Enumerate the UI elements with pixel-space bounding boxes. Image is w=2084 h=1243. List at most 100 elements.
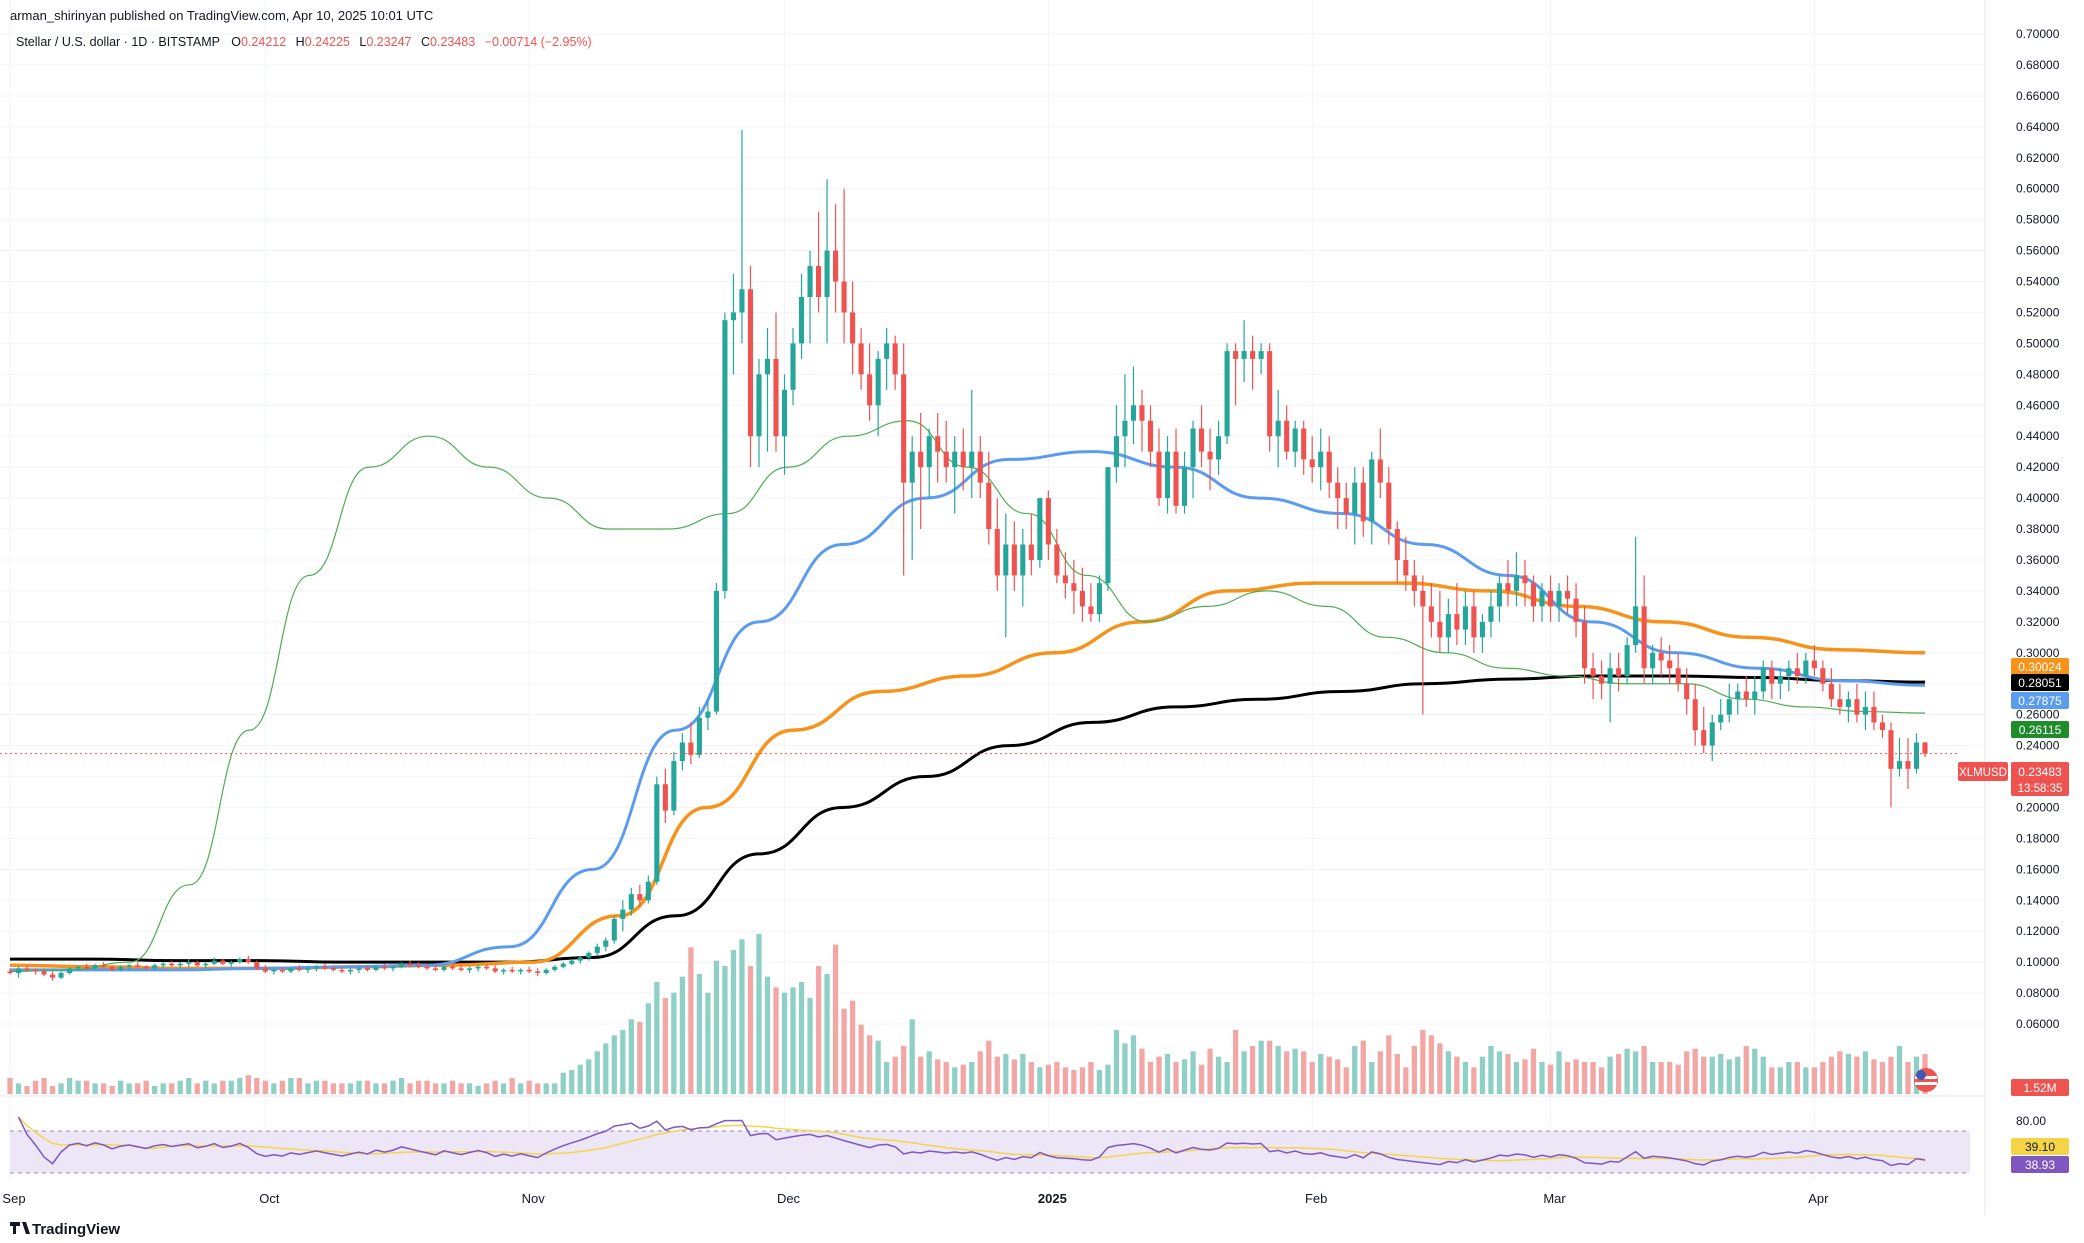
volume-bar	[1190, 1051, 1196, 1094]
volume-bar	[1769, 1067, 1775, 1094]
candle-body	[1394, 529, 1400, 560]
y-tick-label: 0.50000	[2016, 336, 2060, 350]
candle-body	[92, 965, 98, 969]
rsi-pane	[0, 1095, 1985, 1174]
volume-bar	[739, 939, 745, 1094]
candle-body	[1088, 606, 1094, 615]
candle-body	[1505, 583, 1511, 591]
candle-body	[679, 742, 685, 762]
volume-bar	[654, 982, 660, 1094]
volume-bar	[1692, 1048, 1698, 1094]
candle-body	[1318, 451, 1324, 468]
volume-bar	[441, 1083, 447, 1094]
candle-body	[390, 966, 396, 969]
candle-body	[1335, 482, 1341, 499]
volume-bar	[390, 1080, 396, 1094]
candle-body	[1752, 691, 1758, 700]
candle-body	[824, 250, 830, 297]
candle-body	[254, 962, 260, 969]
volume-bar	[1173, 1062, 1179, 1094]
volume-bar	[424, 1080, 430, 1094]
x-tick-label: 2025	[1038, 1191, 1067, 1206]
volume-bar	[1896, 1046, 1903, 1094]
candle-body	[577, 957, 583, 961]
candle-body	[1905, 761, 1911, 769]
candle-body	[1845, 699, 1851, 707]
candle-body	[475, 966, 481, 969]
candle-body	[909, 451, 915, 483]
volume-bar	[160, 1083, 166, 1094]
candle-body	[1352, 482, 1358, 514]
candle-body	[211, 960, 217, 964]
volume-bar	[1454, 1056, 1460, 1094]
tradingview-logo[interactable]: TradingView	[10, 1221, 120, 1238]
candle-body	[509, 969, 515, 972]
volume-bar	[713, 960, 720, 1094]
volume-bar	[526, 1080, 532, 1094]
volume-bar	[1632, 1051, 1639, 1094]
volume-bar	[535, 1083, 541, 1094]
volume-bar	[1820, 1062, 1826, 1094]
candle-body	[611, 918, 617, 941]
volume-bar	[1624, 1048, 1630, 1094]
close-label: C	[421, 35, 430, 49]
candle-body	[994, 529, 1000, 576]
volume-bar	[1437, 1043, 1443, 1094]
time-axis[interactable]: Sep Oct Nov Dec 2025 Feb Mar Apr	[2, 1191, 1829, 1206]
volume-bar	[747, 966, 754, 1094]
volume-bar	[475, 1086, 481, 1094]
volume-bar	[1667, 1062, 1673, 1094]
volume-bar	[1224, 1062, 1230, 1094]
volume-bar	[1198, 1064, 1205, 1094]
candle-body	[654, 784, 660, 882]
volume-bar	[1650, 1062, 1656, 1094]
volume-bar	[1871, 1059, 1877, 1094]
candle-body	[1233, 351, 1239, 359]
candle-body	[850, 312, 856, 344]
volume-bar	[1267, 1040, 1273, 1094]
candle-body	[1718, 714, 1724, 723]
candle-body	[458, 968, 464, 970]
candle-body	[50, 974, 56, 978]
volume-bar	[228, 1080, 234, 1094]
volume-bar	[1718, 1054, 1724, 1094]
rsi-ma-line	[17, 1116, 1926, 1162]
volume-bar	[66, 1078, 73, 1094]
candle-body	[1616, 668, 1622, 676]
y-tick-label: 0.64000	[2016, 120, 2060, 134]
volume-bar	[509, 1078, 515, 1094]
volume-bar	[58, 1083, 64, 1094]
candle-body	[1241, 351, 1247, 359]
volume-bar	[1062, 1067, 1069, 1094]
candle-body	[628, 894, 634, 910]
candle-body	[1462, 606, 1468, 630]
candle-body	[15, 968, 22, 974]
y-tick-label: 0.54000	[2016, 275, 2060, 289]
volume-bar	[288, 1078, 294, 1094]
current-price-badge-bg	[2011, 762, 2069, 796]
candle-body	[884, 343, 890, 359]
volume-badge: 1.52M	[2023, 1081, 2056, 1095]
candle-body	[1556, 590, 1562, 607]
price-axis[interactable]: 0.70000 0.68000 0.66000 0.64000 0.62000 0.600…	[2016, 27, 2060, 1031]
ma20-line	[9, 420, 1926, 973]
tradingview-brand: TradingView	[32, 1221, 120, 1238]
candle-body	[1871, 706, 1877, 723]
candle-body	[1139, 405, 1145, 421]
volume-bar	[1241, 1051, 1247, 1094]
x-tick-label: Sep	[2, 1191, 25, 1206]
volume-bar	[237, 1078, 243, 1094]
x-tick-label: Nov	[522, 1191, 546, 1206]
flag-icon[interactable]	[1914, 1068, 1938, 1092]
badge-ma20-bg	[2011, 721, 2069, 738]
volume-bar	[1607, 1056, 1613, 1094]
volume-bar	[1113, 1030, 1120, 1094]
volume-bar	[858, 1024, 864, 1094]
y-tick-label: 0.38000	[2016, 522, 2060, 536]
x-tick-label: Dec	[777, 1191, 801, 1206]
volume-bar	[1309, 1062, 1315, 1094]
candle-body	[1837, 699, 1843, 707]
volume-bar	[1479, 1056, 1486, 1094]
volume-bar	[501, 1083, 507, 1094]
